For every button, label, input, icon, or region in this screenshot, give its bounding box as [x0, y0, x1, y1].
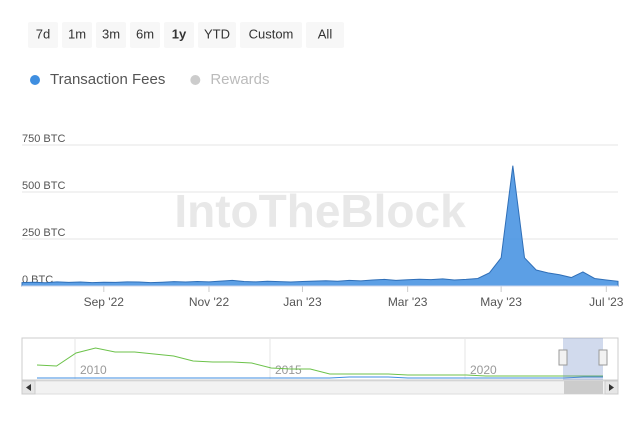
- y-tick-label: 250 BTC: [22, 227, 65, 239]
- navigator-line: [37, 376, 603, 379]
- range-button-bg[interactable]: [164, 22, 194, 48]
- legend-dot[interactable]: [30, 75, 40, 85]
- navigator-label: 2010: [80, 363, 107, 377]
- legend-dot[interactable]: [190, 75, 201, 85]
- range-button-bg[interactable]: [198, 22, 236, 48]
- range-button-bg[interactable]: [130, 22, 160, 48]
- range-button[interactable]: All: [318, 26, 333, 41]
- range-button[interactable]: 3m: [102, 26, 120, 41]
- legend-label[interactable]: Rewards: [210, 71, 269, 88]
- range-button-bg[interactable]: [240, 22, 302, 48]
- range-button[interactable]: 1y: [172, 26, 187, 41]
- x-tick-label: Jan '23: [283, 295, 322, 309]
- x-tick-label: Mar '23: [388, 295, 428, 309]
- scrollbar-track: [21, 380, 619, 395]
- range-button[interactable]: 7d: [36, 26, 50, 41]
- y-tick-label: 500 BTC: [22, 180, 65, 192]
- navigator-handle[interactable]: [598, 349, 608, 366]
- range-button[interactable]: 1m: [68, 26, 86, 41]
- watermark: IntoTheBlock: [174, 185, 466, 237]
- range-button[interactable]: Custom: [249, 26, 294, 41]
- range-button[interactable]: YTD: [204, 26, 230, 41]
- range-button-bg[interactable]: [306, 22, 344, 48]
- area: [21, 165, 619, 287]
- y-tick-label: 750 BTC: [22, 133, 65, 145]
- navigator-handle[interactable]: [558, 349, 568, 366]
- navigator-frame: [21, 337, 619, 381]
- x-tick-label: Nov '22: [189, 295, 230, 309]
- range-button-bg[interactable]: [62, 22, 92, 48]
- x-tick-label: May '23: [480, 295, 522, 309]
- x-tick-label: Sep '22: [84, 295, 125, 309]
- legend-label[interactable]: Transaction Fees: [50, 71, 165, 88]
- range-button-bg[interactable]: [28, 22, 58, 48]
- navigator-label: 2020: [470, 363, 497, 377]
- scrollbar-thumb[interactable]: [564, 381, 603, 394]
- navigator-selection[interactable]: [563, 338, 603, 380]
- arrow-right: [609, 384, 614, 391]
- range-button-bg[interactable]: [96, 22, 126, 48]
- arrow-left: [26, 384, 31, 391]
- range-button[interactable]: 6m: [136, 26, 154, 41]
- x-tick-label: Jul '23: [589, 295, 624, 309]
- navigator-line: [36, 347, 603, 377]
- navigator-label: 2015: [275, 363, 302, 377]
